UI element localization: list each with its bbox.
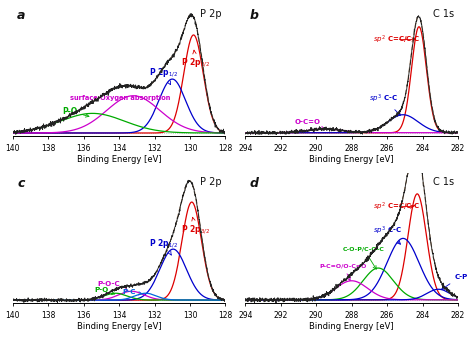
- Text: $sp^2$ C=C/C-C: $sp^2$ C=C/C-C: [373, 33, 420, 45]
- Text: O-C=O: O-C=O: [295, 119, 324, 129]
- Text: C-P: C-P: [442, 274, 468, 289]
- Text: a: a: [17, 9, 26, 23]
- Text: C 1s: C 1s: [433, 177, 454, 187]
- Text: P-O-C: P-O-C: [98, 281, 128, 292]
- Text: b: b: [250, 9, 259, 23]
- Text: P 2p$_{1/2}$: P 2p$_{1/2}$: [149, 237, 178, 255]
- Text: P-O: P-O: [63, 107, 89, 117]
- Text: P 2p$_{1/2}$: P 2p$_{1/2}$: [149, 66, 178, 85]
- Text: P 2p$_{3/2}$: P 2p$_{3/2}$: [181, 50, 210, 69]
- X-axis label: Binding Energy [eV]: Binding Energy [eV]: [77, 323, 162, 332]
- Text: $sp^3$ C-C: $sp^3$ C-C: [369, 93, 401, 115]
- X-axis label: Binding Energy [eV]: Binding Energy [eV]: [310, 323, 394, 332]
- Text: P-C=O/O-C=O: P-C=O/O-C=O: [320, 264, 367, 281]
- Text: P 2p: P 2p: [200, 9, 221, 20]
- Text: $sp^2$ C=C/C-C: $sp^2$ C=C/C-C: [373, 201, 420, 213]
- Text: P 2p$_{3/2}$: P 2p$_{3/2}$: [181, 217, 210, 236]
- Text: P-C: P-C: [123, 289, 142, 295]
- Text: P 2p: P 2p: [200, 177, 221, 187]
- Text: C-O-P/C-O-C: C-O-P/C-O-C: [343, 246, 385, 269]
- Text: $sp^3$ C-C: $sp^3$ C-C: [373, 225, 402, 244]
- Text: c: c: [17, 177, 25, 190]
- Text: P-O: P-O: [94, 287, 115, 295]
- Text: C 1s: C 1s: [433, 9, 454, 20]
- Text: d: d: [250, 177, 259, 190]
- X-axis label: Binding Energy [eV]: Binding Energy [eV]: [310, 155, 394, 164]
- Text: surface Oxygen absorption: surface Oxygen absorption: [70, 95, 170, 101]
- X-axis label: Binding Energy [eV]: Binding Energy [eV]: [77, 155, 162, 164]
